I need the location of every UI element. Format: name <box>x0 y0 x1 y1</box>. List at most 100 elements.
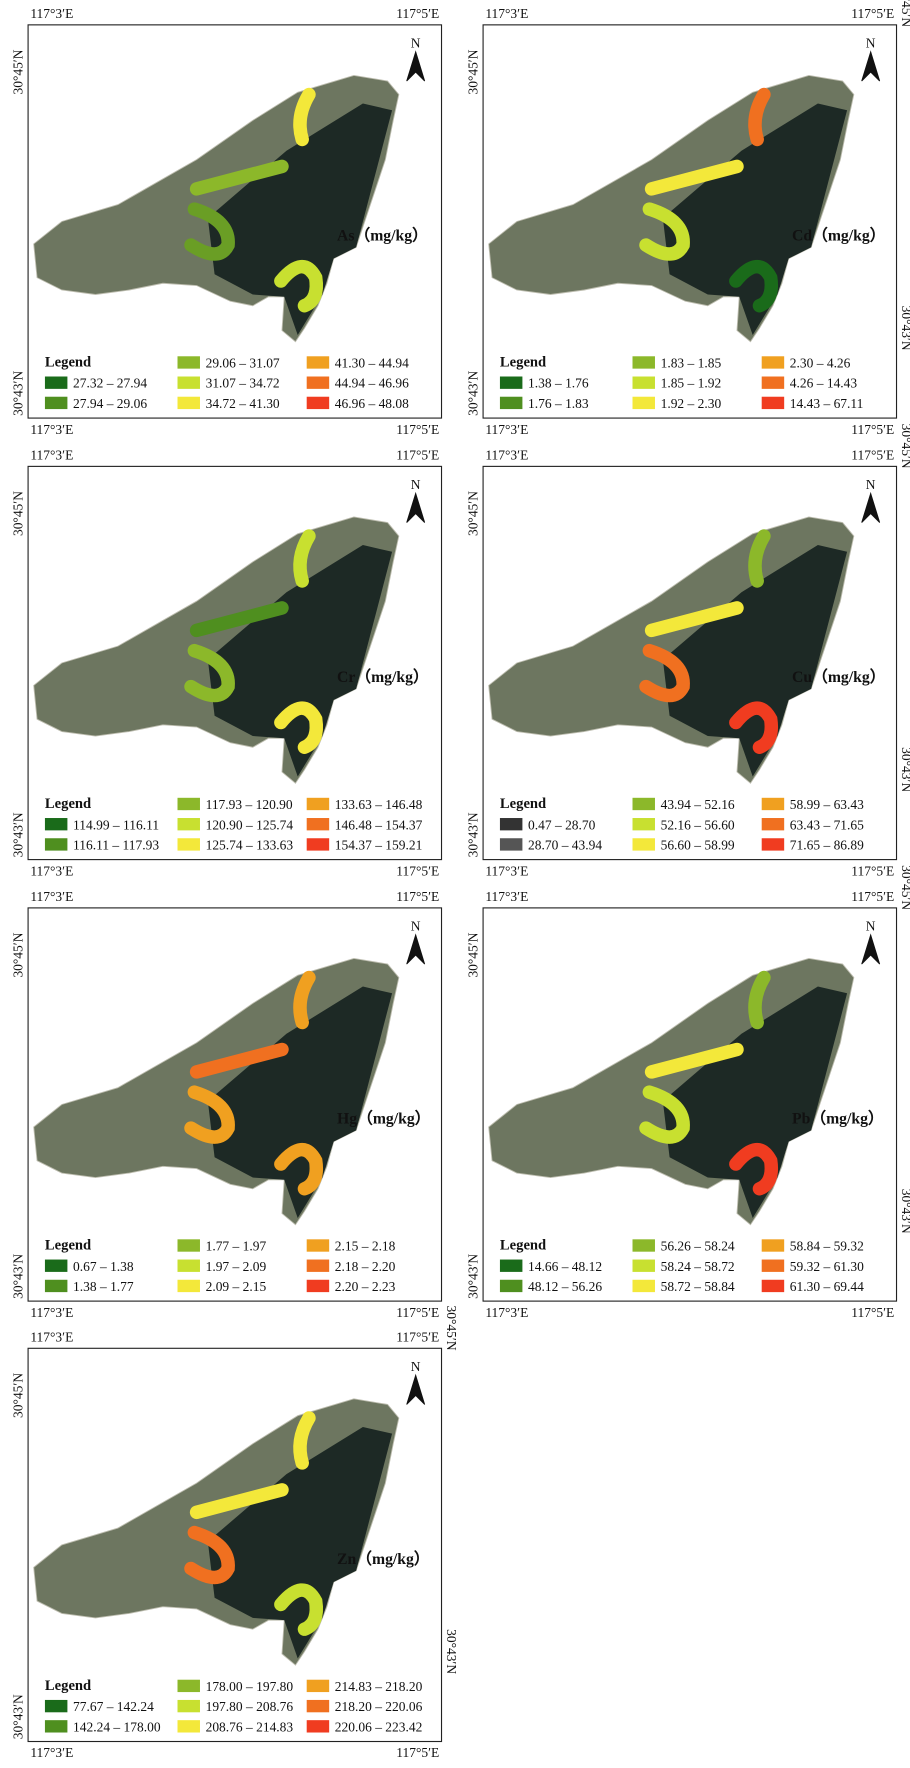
legend-swatch <box>762 838 784 850</box>
coord-label: 117°3′E <box>30 863 73 878</box>
legend-swatch <box>178 798 200 810</box>
legend-swatch <box>307 1280 329 1292</box>
coord-label: 30°45′N <box>899 865 910 910</box>
legend-range: 52.16 – 56.60 <box>661 817 735 832</box>
coord-label: 117°5′E <box>851 1305 894 1320</box>
legend-swatch <box>307 1700 329 1712</box>
coord-label: 117°3′E <box>30 1330 73 1345</box>
legend-swatch <box>500 1280 522 1292</box>
legend-range: 56.26 – 58.24 <box>661 1239 735 1254</box>
legend-range: 1.83 – 1.85 <box>661 356 722 371</box>
coord-label: 117°5′E <box>851 6 894 21</box>
legend-title: Legend <box>45 354 91 370</box>
legend-range: 58.99 – 63.43 <box>790 797 864 812</box>
legend-swatch <box>307 838 329 850</box>
coord-label: 30°43′N <box>10 1694 25 1739</box>
legend-range: 63.43 – 71.65 <box>790 817 864 832</box>
coord-label: 117°3′E <box>485 1305 528 1320</box>
coord-label: 30°45′N <box>465 932 480 977</box>
legend-range: 28.70 – 43.94 <box>528 837 602 852</box>
legend-swatch <box>178 397 200 409</box>
coord-label: 117°5′E <box>396 422 439 437</box>
legend-title: Legend <box>500 1237 546 1253</box>
north-label: N <box>411 918 421 933</box>
coord-label: 117°5′E <box>396 1330 439 1345</box>
legend-swatch <box>307 397 329 409</box>
legend-swatch <box>307 818 329 830</box>
legend-swatch <box>762 397 784 409</box>
legend-swatch <box>45 1720 67 1732</box>
coord-label: 30°45′N <box>465 491 480 536</box>
coord-label: 117°5′E <box>396 448 439 463</box>
legend-swatch <box>178 1720 200 1732</box>
legend-range: 1.77 – 1.97 <box>206 1239 267 1254</box>
coord-label: 117°5′E <box>851 422 894 437</box>
coord-label: 117°3′E <box>485 863 528 878</box>
legend-range: 1.92 – 2.30 <box>661 396 722 411</box>
map-panel: Cd（mg/kg）NLegend1.38 – 1.761.76 – 1.831.… <box>465 0 910 437</box>
legend-swatch <box>762 1260 784 1272</box>
legend-range: 1.97 – 2.09 <box>206 1259 267 1274</box>
coord-label: 30°45′N <box>444 1306 459 1351</box>
legend-swatch <box>178 1260 200 1272</box>
legend-range: 29.06 – 31.07 <box>206 356 280 371</box>
legend-range: 14.43 – 67.11 <box>790 396 864 411</box>
coord-label: 30°45′N <box>10 1373 25 1418</box>
north-label: N <box>866 918 876 933</box>
coord-label: 117°3′E <box>30 6 73 21</box>
legend-swatch <box>307 356 329 368</box>
legend-title: Legend <box>45 796 91 812</box>
legend-range: 34.72 – 41.30 <box>206 396 280 411</box>
coord-label: 30°43′N <box>899 747 910 792</box>
legend-range: 120.90 – 125.74 <box>206 817 294 832</box>
legend-range: 43.94 – 52.16 <box>661 797 735 812</box>
coord-label: 117°5′E <box>851 863 894 878</box>
legend-title: Legend <box>45 1237 91 1253</box>
legend-swatch <box>307 798 329 810</box>
legend-range: 2.15 – 2.18 <box>335 1239 396 1254</box>
legend-range: 2.18 – 2.20 <box>335 1259 396 1274</box>
legend-range: 2.09 – 2.15 <box>206 1279 267 1294</box>
coord-label: 30°43′N <box>899 1189 910 1234</box>
legend-range: 125.74 – 133.63 <box>206 837 294 852</box>
coord-label: 117°3′E <box>30 448 73 463</box>
legend-swatch <box>178 818 200 830</box>
legend-swatch <box>307 1720 329 1732</box>
legend-swatch <box>45 377 67 389</box>
legend-swatch <box>762 1280 784 1292</box>
legend-title: Legend <box>45 1678 91 1694</box>
legend-swatch <box>45 397 67 409</box>
legend-swatch <box>500 818 522 830</box>
coord-label: 30°43′N <box>465 812 480 857</box>
element-label: Hg（mg/kg） <box>337 1110 430 1128</box>
legend-swatch <box>633 1260 655 1272</box>
coord-label: 117°5′E <box>851 889 894 904</box>
legend-range: 46.96 – 48.08 <box>335 396 409 411</box>
legend-swatch <box>307 1260 329 1272</box>
legend-swatch <box>178 1239 200 1251</box>
coord-label: 30°43′N <box>10 812 25 857</box>
coord-label: 30°45′N <box>10 491 25 536</box>
legend-range: 58.72 – 58.84 <box>661 1279 735 1294</box>
legend-range: 214.83 – 218.20 <box>335 1679 423 1694</box>
legend-range: 58.84 – 59.32 <box>790 1239 864 1254</box>
element-label: Zn（mg/kg） <box>337 1550 430 1568</box>
legend-swatch <box>178 1680 200 1692</box>
element-label: Cr（mg/kg） <box>337 668 429 686</box>
legend-range: 0.67 – 1.38 <box>73 1259 134 1274</box>
legend-swatch <box>633 818 655 830</box>
legend-swatch <box>500 397 522 409</box>
legend-swatch <box>45 1280 67 1292</box>
legend-swatch <box>633 356 655 368</box>
legend-swatch <box>500 377 522 389</box>
legend-range: 27.94 – 29.06 <box>73 396 147 411</box>
coord-label: 30°43′N <box>10 1254 25 1299</box>
map-panel: Pb（mg/kg）NLegend14.66 – 48.1248.12 – 56.… <box>465 865 910 1320</box>
north-label: N <box>866 35 876 50</box>
legend-range: 31.07 – 34.72 <box>206 376 280 391</box>
legend-range: 114.99 – 116.11 <box>73 817 159 832</box>
map-panel: Cr（mg/kg）NLegend114.99 – 116.11116.11 – … <box>10 448 441 879</box>
legend-swatch <box>500 838 522 850</box>
